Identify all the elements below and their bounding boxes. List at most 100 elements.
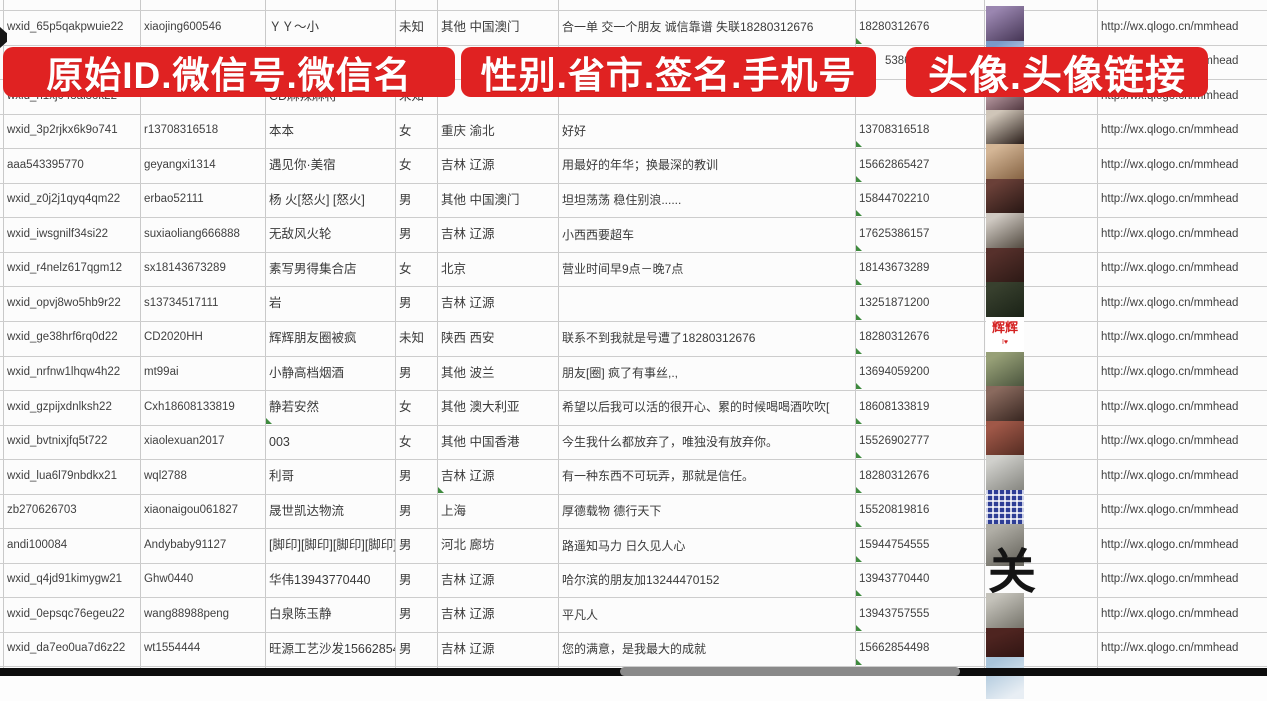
- cell-wechat-account[interactable]: wang88988peng: [140, 597, 265, 632]
- cell-avatar-link[interactable]: http://wx.qlogo.cn/mmhead: [1097, 425, 1267, 460]
- cell-province-city[interactable]: 北京: [437, 252, 558, 287]
- cell-wechat-name[interactable]: [脚印][脚印][脚印][脚印]: [265, 528, 395, 563]
- cell-gender[interactable]: 男: [395, 459, 437, 494]
- cell-province-city[interactable]: 重庆 渝北: [437, 114, 558, 149]
- cell-province-city[interactable]: 陕西 西安: [437, 321, 558, 356]
- cell-wechat-account[interactable]: r13708316518: [140, 114, 265, 149]
- cell-phone-number[interactable]: 13708316518: [855, 114, 984, 149]
- cell-wechat-account[interactable]: erbao52111: [140, 183, 265, 218]
- cell-original-id[interactable]: wxid_ge38hrf6rq0d22: [3, 321, 140, 356]
- horizontal-scrollbar-thumb[interactable]: [620, 667, 960, 676]
- cell-avatar-link[interactable]: http://wx.qlogo.cn/mmhead: [1097, 563, 1267, 598]
- cell-avatar[interactable]: [984, 6, 1097, 48]
- cell-gender[interactable]: 男: [395, 563, 437, 598]
- cell-signature[interactable]: 有一种东西不可玩弄，那就是信任。: [558, 459, 855, 494]
- cell-signature[interactable]: 您的满意，是我最大的成就: [558, 632, 855, 667]
- cell-avatar-link[interactable]: http://wx.qlogo.cn/mmhead: [1097, 321, 1267, 356]
- cell-gender[interactable]: 男: [395, 632, 437, 667]
- cell-original-id[interactable]: wxid_q4jd91kimygw21: [3, 563, 140, 598]
- cell-avatar[interactable]: [984, 109, 1097, 152]
- cell-avatar-link[interactable]: http://wx.qlogo.cn/mmhead: [1097, 528, 1267, 563]
- cell-gender[interactable]: 未知: [395, 321, 437, 356]
- cell-wechat-account[interactable]: Cxh18608133819: [140, 390, 265, 425]
- cell-wechat-account[interactable]: Ghw0440: [140, 563, 265, 598]
- cell-original-id[interactable]: wxid_iwsgnilf34si22: [3, 217, 140, 252]
- cell-phone-number[interactable]: 13694059200: [855, 356, 984, 391]
- cell-wechat-name[interactable]: 岩: [265, 286, 395, 321]
- cell-avatar[interactable]: [984, 386, 1097, 428]
- cell-avatar-link[interactable]: http://wx.qlogo.cn/mmhead: [1097, 632, 1267, 667]
- cell-wechat-name[interactable]: 003: [265, 425, 395, 460]
- cell-avatar[interactable]: [984, 247, 1097, 290]
- cell-avatar[interactable]: [984, 178, 1097, 221]
- cell-wechat-name[interactable]: 晟世凯达物流: [265, 494, 395, 529]
- cell-province-city[interactable]: 吉林 辽源: [437, 286, 558, 321]
- cell-original-id[interactable]: andi100084: [3, 528, 140, 563]
- cell-wechat-name[interactable]: 小静高档烟酒: [265, 356, 395, 391]
- cell-wechat-account[interactable]: xiaojing600546: [140, 10, 265, 45]
- cell-phone-number[interactable]: 13943757555: [855, 597, 984, 632]
- cell-province-city[interactable]: 上海: [437, 494, 558, 529]
- cell-avatar-link[interactable]: http://wx.qlogo.cn/mmhead: [1097, 286, 1267, 321]
- cell-province-city[interactable]: 吉林 辽源: [437, 597, 558, 632]
- cell-signature[interactable]: 哈尔滨的朋友加13244470152: [558, 563, 855, 598]
- cell-province-city[interactable]: 吉林 辽源: [437, 632, 558, 667]
- cell-avatar-link[interactable]: http://wx.qlogo.cn/mmhead: [1097, 114, 1267, 149]
- cell-gender[interactable]: 男: [395, 597, 437, 632]
- cell-phone-number[interactable]: 15662854498: [855, 632, 984, 667]
- cell-original-id[interactable]: wxid_gzpijxdnlksh22: [3, 390, 140, 425]
- cell-avatar-link[interactable]: http://wx.qlogo.cn/mmhead: [1097, 10, 1267, 45]
- cell-signature[interactable]: 路遥知马力 日久见人心: [558, 528, 855, 563]
- cell-wechat-name[interactable]: 杨 火[怒火] [怒火]: [265, 183, 395, 218]
- cell-original-id[interactable]: wxid_0epsqc76egeu22: [3, 597, 140, 632]
- cell-phone-number[interactable]: 18280312676: [855, 459, 984, 494]
- cell-province-city[interactable]: 吉林 辽源: [437, 459, 558, 494]
- cell-wechat-account[interactable]: wql2788: [140, 459, 265, 494]
- cell-phone-number[interactable]: 18280312676: [855, 10, 984, 45]
- cell-original-id[interactable]: wxid_opvj8wo5hb9r22: [3, 286, 140, 321]
- cell-avatar[interactable]: [984, 524, 1097, 567]
- cell-avatar-link[interactable]: http://wx.qlogo.cn/mmhead: [1097, 356, 1267, 391]
- cell-wechat-account[interactable]: geyangxi1314: [140, 148, 265, 183]
- cell-province-city[interactable]: 吉林 辽源: [437, 217, 558, 252]
- cell-avatar[interactable]: [984, 144, 1097, 187]
- cell-province-city[interactable]: 其他 中国澳门: [437, 183, 558, 218]
- cell-wechat-name[interactable]: 静若安然: [265, 390, 395, 425]
- cell-wechat-account[interactable]: xiaonaigou061827: [140, 494, 265, 529]
- cell-gender[interactable]: 未知: [395, 10, 437, 45]
- cell-original-id[interactable]: wxid_nrfnw1lhqw4h22: [3, 356, 140, 391]
- cell-signature[interactable]: 平凡人: [558, 597, 855, 632]
- cell-wechat-name[interactable]: ＹＹ～小: [265, 10, 395, 45]
- cell-wechat-account[interactable]: xiaolexuan2017: [140, 425, 265, 460]
- cell-avatar[interactable]: [984, 282, 1097, 325]
- cell-avatar-link[interactable]: http://wx.qlogo.cn/mmhead: [1097, 390, 1267, 425]
- cell-avatar-link[interactable]: http://wx.qlogo.cn/mmhead: [1097, 494, 1267, 529]
- cell-gender[interactable]: 男: [395, 286, 437, 321]
- cell-original-id[interactable]: wxid_da7eo0ua7d6z22: [3, 632, 140, 667]
- cell-avatar-link[interactable]: http://wx.qlogo.cn/mmhead: [1097, 183, 1267, 218]
- cell-province-city[interactable]: 其他 中国澳门: [437, 10, 558, 45]
- cell-gender[interactable]: 女: [395, 390, 437, 425]
- cell-signature[interactable]: 用最好的年华；换最深的教训: [558, 148, 855, 183]
- cell-wechat-name[interactable]: 华伟13943770440: [265, 563, 395, 598]
- cell-avatar[interactable]: [984, 489, 1097, 532]
- cell-gender[interactable]: 女: [395, 114, 437, 149]
- cell-gender[interactable]: 男: [395, 494, 437, 529]
- cell-wechat-name[interactable]: 旺源工艺沙发15662854: [265, 632, 395, 667]
- cell-gender[interactable]: 男: [395, 356, 437, 391]
- cell-avatar[interactable]: [984, 351, 1097, 394]
- cell-province-city[interactable]: 其他 波兰: [437, 356, 558, 391]
- cell-phone-number[interactable]: 15944754555: [855, 528, 984, 563]
- cell-province-city[interactable]: 其他 澳大利亚: [437, 390, 558, 425]
- cell-phone-number[interactable]: 18608133819: [855, 390, 984, 425]
- cell-avatar[interactable]: [984, 420, 1097, 463]
- cell-phone-number[interactable]: 18143673289: [855, 252, 984, 287]
- cell-phone-number[interactable]: 15662865427: [855, 148, 984, 183]
- cell-phone-number[interactable]: 18280312676: [855, 321, 984, 356]
- cell-avatar[interactable]: [984, 213, 1097, 256]
- cell-wechat-name[interactable]: 本本: [265, 114, 395, 149]
- cell-original-id[interactable]: wxid_r4nelz617qgm12: [3, 252, 140, 287]
- cell-wechat-account[interactable]: mt99ai: [140, 356, 265, 391]
- cell-signature[interactable]: 厚德载物 德行天下: [558, 494, 855, 529]
- cell-phone-number[interactable]: 13943770440: [855, 563, 984, 598]
